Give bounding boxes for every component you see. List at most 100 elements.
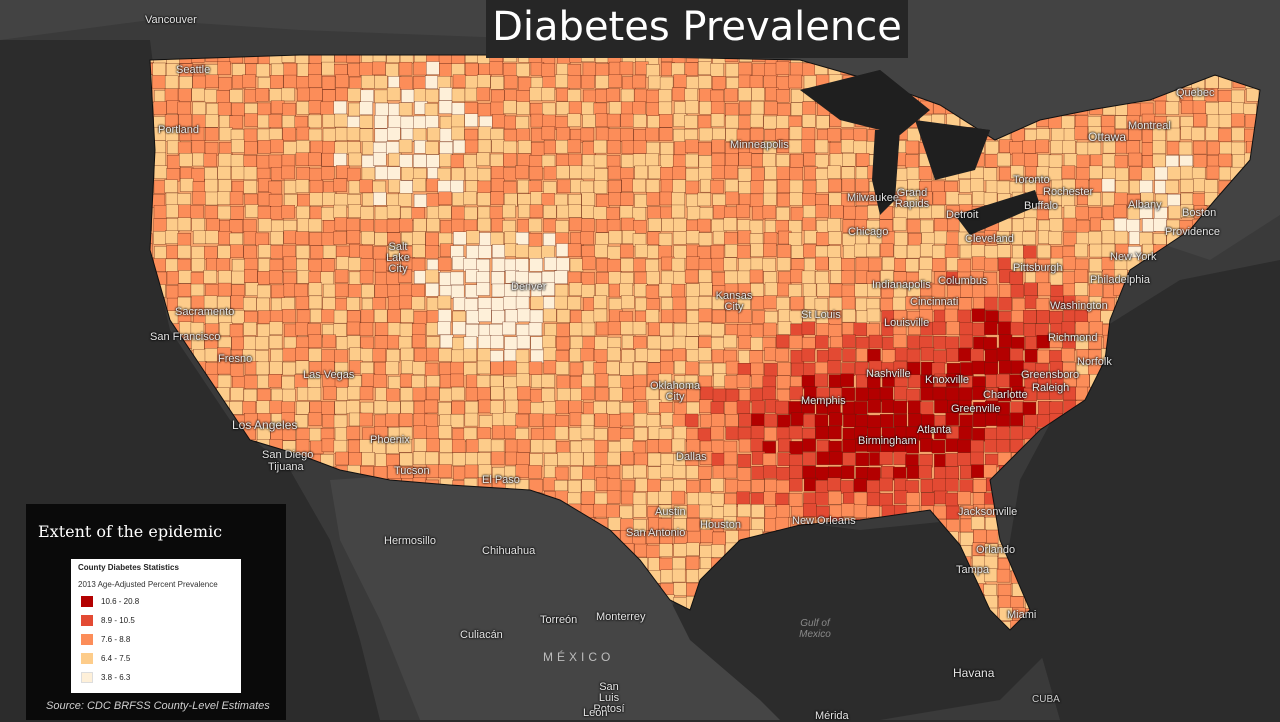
county-cell[interactable] (710, 478, 724, 492)
county-cell[interactable] (893, 400, 907, 414)
county-cell[interactable] (594, 387, 609, 401)
county-cell[interactable] (491, 89, 505, 104)
county-cell[interactable] (595, 373, 609, 387)
county-cell[interactable] (463, 348, 477, 362)
county-cell[interactable] (556, 323, 570, 337)
county-cell[interactable] (322, 414, 336, 428)
county-cell[interactable] (606, 504, 620, 519)
county-cell[interactable] (790, 102, 805, 116)
county-cell[interactable] (308, 295, 323, 310)
county-cell[interactable] (711, 452, 726, 467)
county-cell[interactable] (386, 257, 400, 271)
county-cell[interactable] (658, 491, 672, 505)
county-cell[interactable] (257, 323, 271, 338)
county-cell[interactable] (672, 335, 687, 350)
county-cell[interactable] (426, 154, 440, 168)
county-cell[interactable] (1165, 101, 1180, 115)
county-cell[interactable] (555, 74, 569, 88)
county-cell[interactable] (542, 102, 556, 117)
county-cell[interactable] (515, 116, 529, 130)
county-cell[interactable] (516, 439, 531, 453)
county-cell[interactable] (853, 401, 868, 415)
county-cell[interactable] (620, 192, 634, 206)
county-cell[interactable] (309, 428, 323, 442)
county-cell[interactable] (321, 232, 336, 246)
county-cell[interactable] (359, 245, 373, 259)
county-cell[interactable] (646, 192, 660, 206)
county-cell[interactable] (763, 271, 777, 285)
county-cell[interactable] (594, 244, 608, 258)
county-cell[interactable] (257, 102, 271, 117)
county-cell[interactable] (802, 244, 817, 258)
county-cell[interactable] (984, 257, 998, 272)
county-cell[interactable] (635, 348, 649, 362)
county-cell[interactable] (671, 438, 686, 453)
county-cell[interactable] (894, 347, 909, 361)
county-cell[interactable] (790, 269, 804, 283)
county-cell[interactable] (802, 193, 816, 207)
county-cell[interactable] (451, 218, 465, 233)
county-cell[interactable] (814, 373, 828, 388)
county-cell[interactable] (515, 165, 529, 179)
county-cell[interactable] (322, 297, 336, 311)
county-cell[interactable] (724, 232, 738, 246)
county-cell[interactable] (1049, 334, 1063, 349)
county-cell[interactable] (528, 218, 542, 233)
county-cell[interactable] (957, 259, 971, 273)
county-cell[interactable] (489, 61, 503, 75)
county-cell[interactable] (334, 269, 349, 283)
county-cell[interactable] (957, 452, 971, 466)
county-cell[interactable] (738, 115, 752, 129)
county-cell[interactable] (957, 309, 971, 324)
county-cell[interactable] (1049, 311, 1063, 325)
county-cell[interactable] (283, 230, 298, 244)
county-cell[interactable] (503, 100, 517, 114)
county-cell[interactable] (789, 478, 803, 492)
county-cell[interactable] (530, 439, 544, 453)
county-cell[interactable] (543, 401, 557, 415)
county-cell[interactable] (281, 115, 296, 129)
county-cell[interactable] (477, 168, 491, 182)
county-cell[interactable] (710, 89, 724, 104)
county-cell[interactable] (972, 191, 986, 205)
county-cell[interactable] (256, 297, 270, 312)
county-cell[interactable] (698, 269, 712, 284)
county-cell[interactable] (1011, 152, 1026, 167)
county-cell[interactable] (375, 102, 389, 117)
county-cell[interactable] (296, 126, 311, 141)
county-cell[interactable] (258, 244, 272, 258)
county-cell[interactable] (594, 428, 608, 442)
county-cell[interactable] (346, 218, 360, 232)
county-cell[interactable] (335, 127, 349, 141)
county-cell[interactable] (619, 244, 634, 258)
county-cell[interactable] (1089, 243, 1103, 258)
county-cell[interactable] (985, 140, 999, 155)
county-cell[interactable] (529, 413, 543, 427)
county-cell[interactable] (1075, 115, 1089, 129)
county-cell[interactable] (699, 101, 713, 115)
county-cell[interactable] (829, 153, 844, 167)
county-cell[interactable] (529, 258, 543, 272)
county-cell[interactable] (633, 504, 647, 518)
county-cell[interactable] (606, 207, 620, 221)
county-cell[interactable] (478, 245, 492, 259)
county-cell[interactable] (530, 428, 545, 442)
county-cell[interactable] (764, 363, 778, 377)
county-cell[interactable] (504, 115, 518, 130)
county-cell[interactable] (1049, 386, 1063, 400)
county-cell[interactable] (698, 465, 712, 480)
county-cell[interactable] (1038, 401, 1052, 415)
county-cell[interactable] (465, 324, 480, 338)
county-cell[interactable] (491, 310, 505, 324)
county-cell[interactable] (450, 361, 464, 376)
county-cell[interactable] (374, 166, 389, 180)
county-cell[interactable] (698, 155, 713, 169)
county-cell[interactable] (647, 452, 662, 467)
county-cell[interactable] (803, 152, 817, 167)
county-cell[interactable] (166, 218, 180, 232)
county-cell[interactable] (763, 427, 778, 441)
county-cell[interactable] (1192, 193, 1207, 207)
county-cell[interactable] (1074, 282, 1088, 296)
county-cell[interactable] (647, 115, 661, 129)
county-cell[interactable] (231, 166, 245, 180)
